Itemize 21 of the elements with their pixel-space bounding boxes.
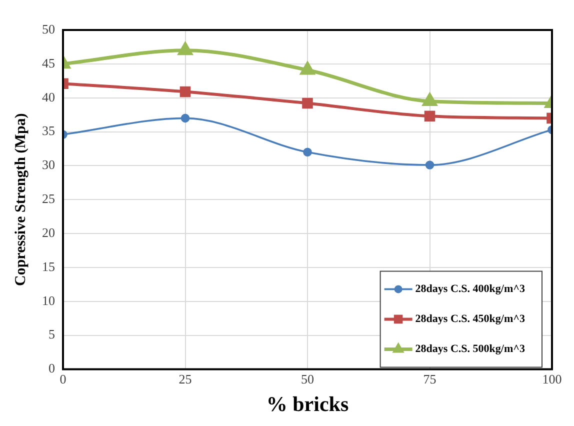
x-tick-label: 100 <box>542 371 562 386</box>
y-tick-label: 15 <box>42 258 55 274</box>
legend-label: 28days C.S. 400kg/m^3 <box>415 283 526 296</box>
x-tick-label: 75 <box>423 371 436 386</box>
x-tick-label: 25 <box>178 371 192 386</box>
legend-label: 28days C.S. 500kg/m^3 <box>415 343 526 356</box>
y-axis-title: Copressive Strength (Mpa) <box>12 113 29 286</box>
y-tick-label: 0 <box>48 360 55 376</box>
y-tick-label: 20 <box>42 224 55 240</box>
x-axis-title: % bricks <box>266 392 349 416</box>
y-tick-label: 5 <box>48 326 55 342</box>
y-tick-label: 45 <box>42 55 55 70</box>
x-tick-label: 0 <box>60 371 66 386</box>
y-tick-label: 25 <box>42 191 55 206</box>
y-tick-label: 10 <box>42 292 55 308</box>
x-tick-label: 50 <box>301 371 314 386</box>
y-tick-label: 50 <box>42 21 55 36</box>
y-tick-label: 30 <box>42 157 55 172</box>
y-tick-label: 35 <box>42 123 55 138</box>
legend-label: 28days C.S. 450kg/m^3 <box>415 313 526 326</box>
y-tick-label: 40 <box>42 89 55 104</box>
